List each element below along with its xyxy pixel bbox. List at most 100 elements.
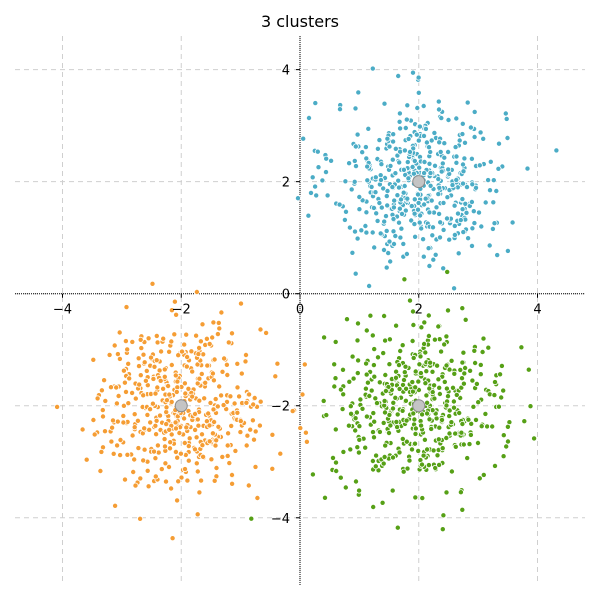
scatter-point-cluster-2 <box>245 482 252 489</box>
data-points <box>54 65 560 542</box>
scatter-point-cluster-2 <box>196 397 203 404</box>
scatter-point-cluster-2 <box>184 477 191 484</box>
scatter-point-cluster-2 <box>257 326 264 333</box>
scatter-point-cluster-3 <box>500 387 507 394</box>
scatter-point-cluster-1 <box>381 100 388 107</box>
scatter-point-cluster-1 <box>463 209 470 216</box>
scatter-point-cluster-3 <box>491 379 498 386</box>
scatter-point-cluster-3 <box>440 512 447 519</box>
scatter-point-cluster-1 <box>396 118 403 125</box>
scatter-point-cluster-1 <box>378 161 385 168</box>
scatter-point-cluster-3 <box>446 407 453 414</box>
scatter-point-cluster-2 <box>166 348 173 355</box>
scatter-point-cluster-2 <box>151 363 158 370</box>
scatter-point-cluster-3 <box>500 432 507 439</box>
scatter-point-cluster-2 <box>161 436 168 443</box>
scatter-point-cluster-1 <box>356 193 363 200</box>
scatter-point-cluster-2 <box>161 366 168 373</box>
scatter-point-cluster-3 <box>393 418 400 425</box>
scatter-point-cluster-3 <box>355 449 362 456</box>
scatter-point-cluster-3 <box>443 489 450 496</box>
scatter-point-cluster-2 <box>194 361 201 368</box>
scatter-point-cluster-1 <box>416 164 423 171</box>
scatter-point-cluster-1 <box>420 132 427 139</box>
scatter-point-cluster-2 <box>168 485 175 492</box>
scatter-point-cluster-2 <box>206 340 213 347</box>
scatter-point-cluster-2 <box>114 351 121 358</box>
scatter-point-cluster-2 <box>137 336 144 343</box>
scatter-point-cluster-3 <box>370 503 377 510</box>
scatter-point-cluster-1 <box>449 182 456 189</box>
scatter-point-cluster-3 <box>406 297 413 304</box>
scatter-point-cluster-1 <box>443 215 450 222</box>
scatter-point-cluster-2 <box>160 335 167 342</box>
scatter-point-cluster-3 <box>357 396 364 403</box>
scatter-point-cluster-1 <box>472 184 479 191</box>
scatter-point-cluster-3 <box>438 416 445 423</box>
scatter-point-cluster-3 <box>497 371 504 378</box>
scatter-point-cluster-3 <box>458 375 465 382</box>
scatter-point-cluster-2 <box>154 384 161 391</box>
scatter-point-cluster-2 <box>141 446 148 453</box>
scatter-point-cluster-1 <box>502 110 509 117</box>
scatter-point-cluster-1 <box>468 242 475 249</box>
scatter-point-cluster-3 <box>381 397 388 404</box>
scatter-point-cluster-3 <box>329 454 336 461</box>
scatter-point-cluster-1 <box>405 175 412 182</box>
scatter-point-cluster-1 <box>376 199 383 206</box>
scatter-point-cluster-3 <box>376 428 383 435</box>
scatter-point-cluster-3 <box>415 447 422 454</box>
scatter-point-cluster-1 <box>307 189 314 196</box>
scatter-point-cluster-3 <box>417 370 424 377</box>
scatter-point-cluster-1 <box>314 148 321 155</box>
scatter-point-cluster-2 <box>199 442 206 449</box>
scatter-point-cluster-2 <box>198 370 205 377</box>
scatter-point-cluster-3 <box>527 403 534 410</box>
scatter-point-cluster-2 <box>79 426 86 433</box>
scatter-point-cluster-2 <box>147 419 154 426</box>
scatter-point-cluster-1 <box>389 156 396 163</box>
scatter-point-cluster-3 <box>430 447 437 454</box>
scatter-point-cluster-1 <box>451 231 458 238</box>
scatter-point-cluster-3 <box>354 337 361 344</box>
scatter-point-cluster-3 <box>331 383 338 390</box>
scatter-point-cluster-2 <box>161 443 168 450</box>
scatter-point-cluster-2 <box>215 319 222 326</box>
y-tick-label: 4 <box>282 64 290 79</box>
scatter-point-cluster-3 <box>419 495 426 502</box>
scatter-point-cluster-2 <box>269 465 276 472</box>
scatter-point-cluster-2 <box>137 372 144 379</box>
scatter-point-cluster-2 <box>161 373 168 380</box>
scatter-point-cluster-2 <box>183 424 190 431</box>
scatter-point-cluster-2 <box>99 407 106 414</box>
scatter-point-cluster-2 <box>209 370 216 377</box>
scatter-point-cluster-3 <box>435 436 442 443</box>
scatter-point-cluster-3 <box>412 430 419 437</box>
scatter-point-cluster-2 <box>102 428 109 435</box>
scatter-point-cluster-1 <box>305 115 312 122</box>
scatter-point-cluster-2 <box>166 391 173 398</box>
scatter-point-cluster-3 <box>363 327 370 334</box>
scatter-point-cluster-1 <box>383 193 390 200</box>
scatter-point-cluster-3 <box>348 410 355 417</box>
scatter-point-cluster-1 <box>485 177 492 184</box>
scatter-point-cluster-1 <box>451 202 458 209</box>
scatter-point-cluster-2 <box>243 399 250 406</box>
scatter-point-cluster-1 <box>401 147 408 154</box>
scatter-point-cluster-2 <box>144 411 151 418</box>
scatter-point-cluster-2 <box>90 416 97 423</box>
scatter-point-cluster-1 <box>364 177 371 184</box>
scatter-point-cluster-3 <box>460 349 467 356</box>
scatter-point-cluster-1 <box>464 99 471 106</box>
scatter-point-cluster-3 <box>436 390 443 397</box>
scatter-point-cluster-3 <box>356 487 363 494</box>
scatter-point-cluster-3 <box>390 399 397 406</box>
scatter-point-cluster-3 <box>332 338 339 345</box>
scatter-point-cluster-3 <box>439 526 446 533</box>
scatter-point-cluster-2 <box>166 426 173 433</box>
scatter-point-cluster-2 <box>208 456 215 463</box>
scatter-point-cluster-2 <box>181 341 188 348</box>
scatter-point-cluster-3 <box>418 422 425 429</box>
scatter-point-cluster-3 <box>389 487 396 494</box>
scatter-point-cluster-1 <box>438 168 445 175</box>
